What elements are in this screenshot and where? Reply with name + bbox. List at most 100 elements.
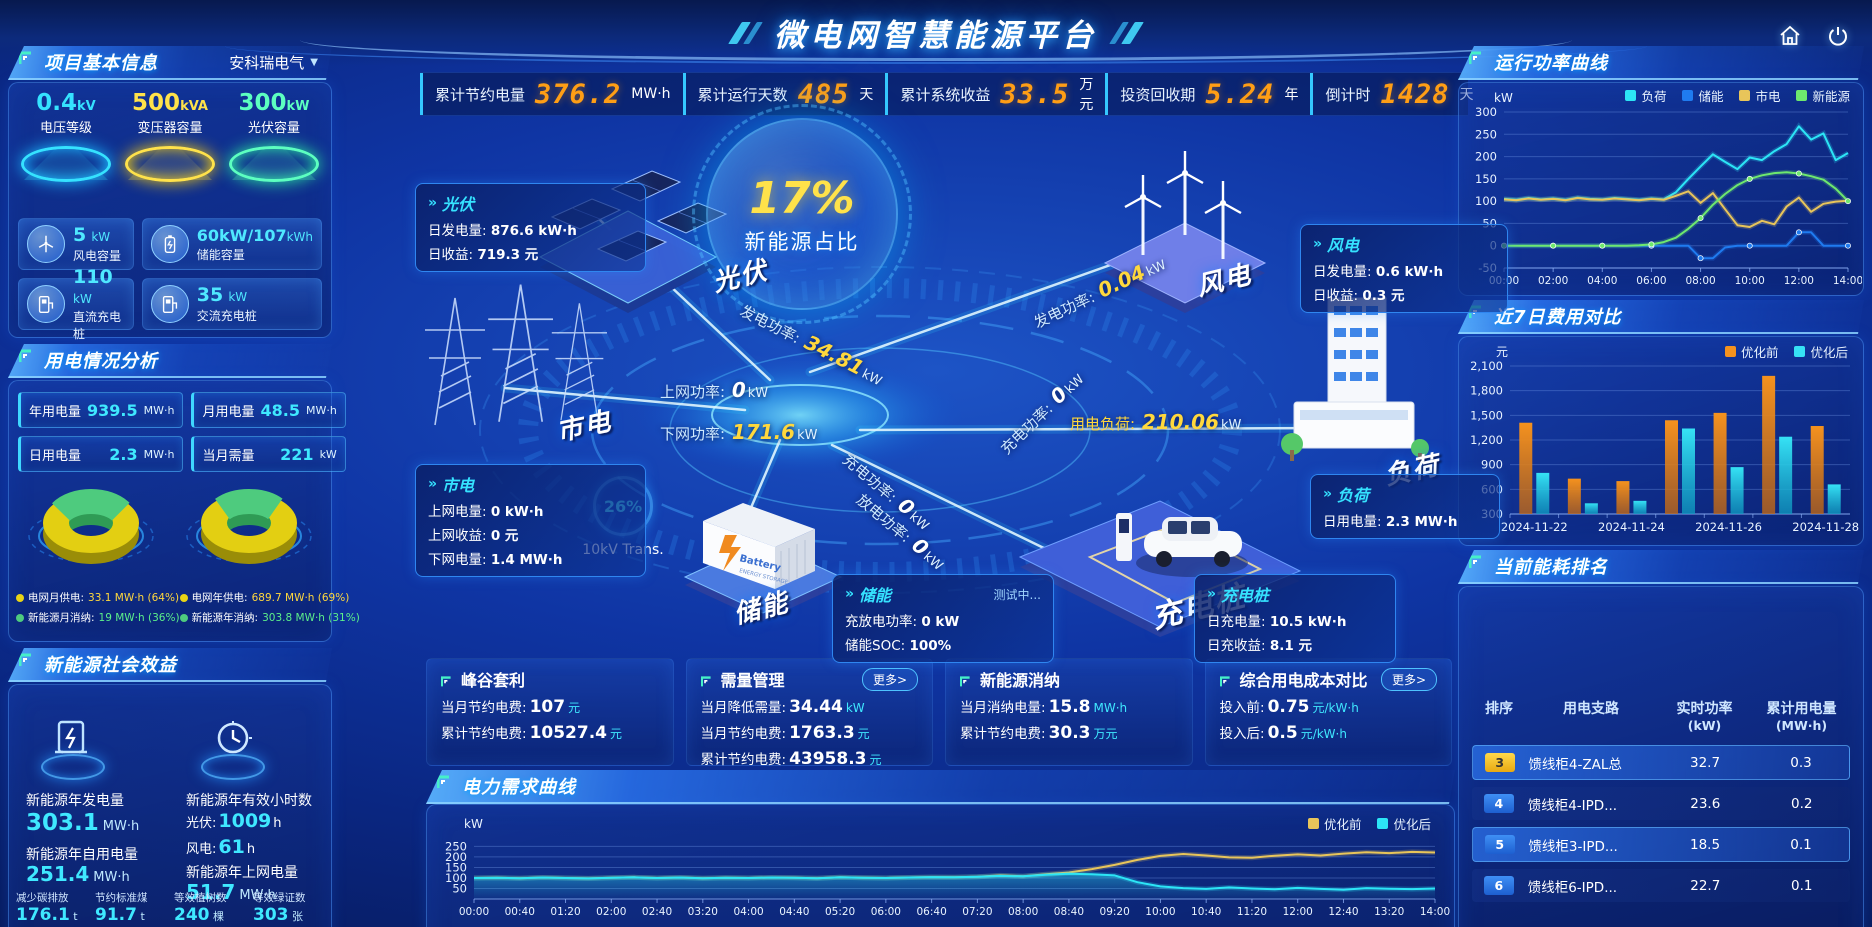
svg-text:07:20: 07:20 [962, 906, 992, 918]
legend-swatch [1739, 90, 1751, 101]
legend-item-市电[interactable]: 市电 [1739, 86, 1780, 105]
pedestal-transformer: 500kVA 变压器容量 [122, 90, 218, 182]
svg-text:1,500: 1,500 [1470, 408, 1503, 422]
svg-text:200: 200 [445, 850, 467, 864]
branch-name: 馈线柜6-IPD... [1527, 879, 1618, 896]
svg-text:900: 900 [1481, 458, 1503, 472]
kpi-value: 0.75 [1267, 697, 1310, 717]
benefit-hours-label: 新能源年有效小时数 [186, 793, 312, 809]
svg-text:02:00: 02:00 [1538, 275, 1568, 287]
flow-unit: kW [797, 428, 818, 443]
corner-glyph-icon [440, 673, 453, 687]
kpi-card-2: 新能源消纳 当月消纳电量: 15.8 MW·h 累计节约电费: 30.3 万元 [945, 658, 1193, 766]
table-row[interactable]: 6 馈线柜6-IPD... 22.7 0.1 [1472, 869, 1850, 902]
svg-text:11:20: 11:20 [1237, 906, 1267, 918]
flow-unit: kW [1143, 257, 1169, 280]
dc-charger-icon [27, 285, 65, 323]
info-box-row: 日收益: 0.3 元 [1313, 284, 1495, 304]
kpi-unit: 元/kW·h [1312, 701, 1359, 715]
column-header: 排序 [1472, 698, 1526, 733]
svg-text:08:40: 08:40 [1054, 906, 1084, 918]
kpi-row-item: 当月消纳电量: 15.8 MW·h [960, 696, 1178, 717]
panel-header: 用电情况分析 [8, 344, 332, 378]
svg-text:14:00: 14:00 [1833, 275, 1862, 287]
legend-label: 优化后 [1393, 817, 1431, 832]
legend-item-负荷[interactable]: 负荷 [1625, 86, 1666, 105]
svg-text:03:20: 03:20 [688, 906, 718, 918]
kpi-unit: kW [845, 701, 865, 715]
ranking-table: 排序 用电支路 实时功率 (kW) 累计用电量 (MW·h) 3 馈线柜4-ZAL总 32.7 0… [1472, 698, 1850, 909]
kpi-row-item: 当月降低需量: 34.44 kW [701, 696, 919, 717]
legend-label: 优化前 [1740, 345, 1779, 360]
branch-name: 馈线柜4-IPD... [1527, 797, 1618, 814]
info-box-title-row: » 光伏 [428, 191, 633, 215]
legend-item-优化前[interactable]: 优化前 [1307, 814, 1361, 833]
chevron-right-icon: » [1313, 236, 1322, 252]
svg-text:04:40: 04:40 [779, 906, 809, 918]
corner-glyph-icon [1469, 51, 1484, 66]
kpi-label: 当月降低需量: [700, 700, 787, 716]
branch-name: 馈线柜4-ZAL总 [1528, 756, 1622, 773]
power-icon [1829, 27, 1847, 46]
more-button[interactable]: 更多> [1380, 667, 1437, 691]
kpi-unit: 元 [610, 727, 623, 741]
total-energy: 0.1 [1790, 836, 1812, 853]
legend-item-储能[interactable]: 储能 [1682, 86, 1723, 105]
svg-text:250: 250 [445, 839, 467, 853]
svg-text:10:00: 10:00 [1145, 906, 1175, 918]
kpi-unit: 元 [869, 753, 882, 767]
glow-ring [125, 146, 215, 182]
table-row[interactable]: 3 馈线柜4-ZAL总 32.7 0.3 [1472, 745, 1850, 780]
svg-text:2024-11-28: 2024-11-28 [1792, 520, 1859, 534]
title-deco-left [728, 21, 763, 44]
row-label: 日收益: [1313, 288, 1363, 304]
mini-unit: 棵 [209, 910, 224, 923]
mini-unit: t [136, 910, 145, 923]
power-button[interactable] [1820, 18, 1856, 54]
svg-text:150: 150 [445, 860, 467, 874]
row-value: 100% [909, 638, 952, 654]
benefit-selfuse-value: 251.4 MW·h [26, 862, 130, 886]
kpi-row-item: 投入前: 0.75 元/kW·h [1220, 696, 1438, 717]
total-energy: 0.3 [1790, 754, 1812, 771]
info-box-row: 日发电量: 0.6 kW·h [1313, 260, 1495, 280]
demand-legend: 优化前 优化后 [1307, 814, 1431, 833]
panel-title: 近7日费用对比 [1494, 307, 1622, 328]
legend-label: 市电 [1755, 89, 1781, 104]
row-value: 2.3 MW·h [1385, 514, 1458, 530]
column-unit: (kW) [1687, 718, 1722, 733]
legend-item-优化后[interactable]: 优化后 [1794, 342, 1848, 361]
mini-value: 91.7 t [95, 905, 170, 925]
more-button[interactable]: 更多> [861, 667, 918, 691]
mini-num: 176.1 [16, 905, 70, 925]
svg-text:Battery: Battery [738, 553, 782, 574]
row-value: 10.5 kW·h [1269, 614, 1347, 630]
grid-info-box: » 市电 上网电量: 0 kW·h 上网收益: 0 元下网电量: 1.4 MW·h [415, 464, 646, 577]
info-box-title-row: » 负荷 [1323, 482, 1487, 506]
column-unit: (MW·h) [1775, 718, 1828, 733]
legend-item-优化前[interactable]: 优化前 [1724, 342, 1779, 361]
realtime-power: 23.6 [1690, 795, 1721, 812]
company-dropdown[interactable]: 安科瑞电气 ▼ [229, 52, 318, 73]
kpi-card-3: 综合用电成本对比 更多> 投入前: 0.75 元/kW·h 投入后: 0.5 元/kW·h [1204, 658, 1452, 766]
power-curve-chart: kW-5005010015020025030000:0002:0004:0006… [1458, 80, 1864, 296]
svg-text:06:00: 06:00 [871, 906, 901, 918]
panel-header: 电力需求曲线 [426, 770, 1455, 804]
panel-header: 运行功率曲线 [1458, 46, 1864, 80]
kpi-title-row: 新能源消纳 [959, 667, 1178, 691]
table-row[interactable]: 5 馈线柜3-IPD... 18.5 0.1 [1472, 827, 1850, 862]
benefit-mini: 等效绿证数 303 张 [253, 890, 328, 925]
legend-item-新能源[interactable]: 新能源 [1796, 86, 1850, 105]
branch-name: 馈线柜3-IPD... [1528, 838, 1618, 855]
panel-energy-ranking: 当前能耗排名 排序 用电支路 实时功率 (kW) 累计用电量 (MW·h) 3 馈线柜4-ZA… [1458, 550, 1864, 927]
flow-value: 210.06 [1141, 410, 1220, 434]
info-box-row: 日充电量: 10.5 kW·h [1207, 610, 1383, 630]
legend-swatch [1794, 346, 1806, 357]
legend-item-优化后[interactable]: 优化后 [1377, 814, 1431, 833]
legend-swatch [1307, 818, 1319, 829]
grid-node-graphic [425, 284, 608, 426]
mini-label: 节约标准煤 [95, 892, 148, 904]
home-button[interactable] [1772, 18, 1808, 54]
row-value: 0 kW [921, 614, 960, 630]
table-row[interactable]: 4 馈线柜4-IPD... 23.6 0.2 [1472, 787, 1850, 820]
